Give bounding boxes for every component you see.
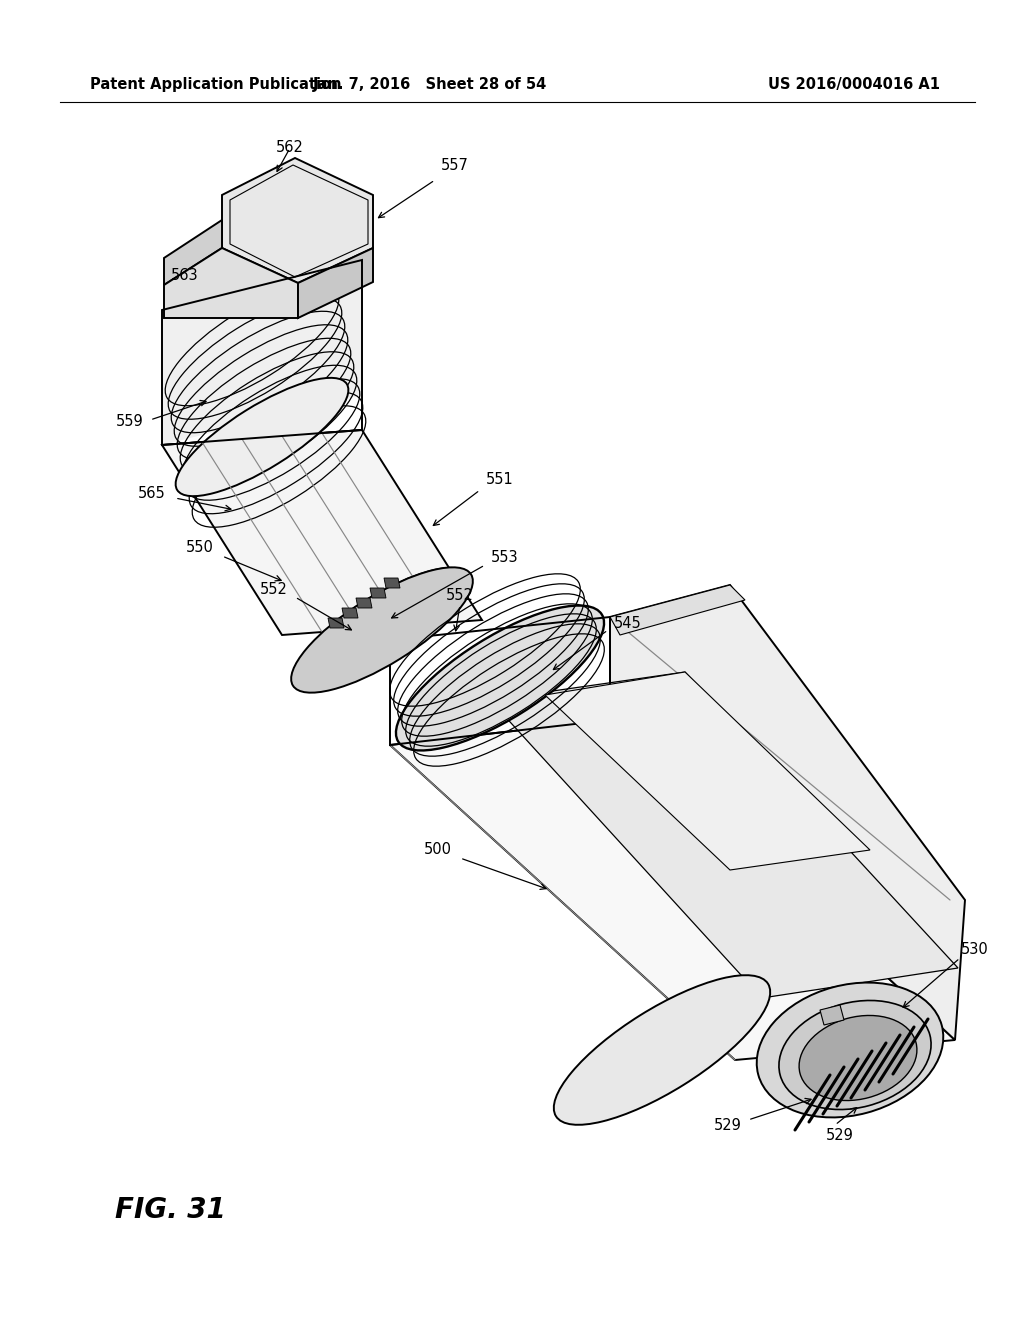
Text: 565: 565: [138, 486, 166, 500]
Polygon shape: [610, 585, 745, 635]
Polygon shape: [162, 260, 362, 445]
Polygon shape: [384, 578, 400, 587]
Text: 529: 529: [714, 1118, 742, 1133]
Text: 552: 552: [260, 582, 288, 598]
Text: 563: 563: [171, 268, 199, 282]
Text: US 2016/0004016 A1: US 2016/0004016 A1: [768, 78, 940, 92]
Polygon shape: [298, 248, 373, 318]
Text: 562: 562: [276, 140, 304, 156]
Text: 529: 529: [826, 1127, 854, 1143]
Polygon shape: [328, 618, 344, 628]
Polygon shape: [490, 672, 958, 998]
Polygon shape: [162, 430, 482, 635]
Ellipse shape: [799, 1015, 916, 1101]
Ellipse shape: [396, 606, 604, 751]
Ellipse shape: [296, 568, 468, 686]
Text: 545: 545: [614, 615, 642, 631]
Ellipse shape: [779, 1001, 931, 1110]
Polygon shape: [390, 719, 955, 1060]
Text: 530: 530: [962, 942, 989, 957]
Polygon shape: [370, 587, 386, 598]
Text: 550: 550: [186, 540, 214, 556]
Text: 553: 553: [492, 550, 519, 565]
Text: 552: 552: [446, 587, 474, 602]
Text: 557: 557: [441, 157, 469, 173]
Polygon shape: [545, 672, 870, 870]
Polygon shape: [820, 1005, 844, 1026]
Text: FIG. 31: FIG. 31: [115, 1196, 225, 1224]
Text: Patent Application Publication: Patent Application Publication: [90, 78, 341, 92]
Text: Jan. 7, 2016   Sheet 28 of 54: Jan. 7, 2016 Sheet 28 of 54: [313, 78, 547, 92]
Ellipse shape: [554, 975, 770, 1125]
Polygon shape: [222, 158, 373, 282]
Polygon shape: [164, 248, 298, 318]
Ellipse shape: [291, 568, 473, 693]
Text: 500: 500: [424, 842, 452, 858]
Ellipse shape: [757, 982, 943, 1118]
Text: 559: 559: [116, 414, 144, 429]
Polygon shape: [356, 598, 372, 609]
Ellipse shape: [176, 378, 348, 496]
Text: 551: 551: [486, 473, 514, 487]
Polygon shape: [342, 609, 358, 618]
Polygon shape: [610, 585, 965, 1040]
Polygon shape: [164, 220, 222, 285]
